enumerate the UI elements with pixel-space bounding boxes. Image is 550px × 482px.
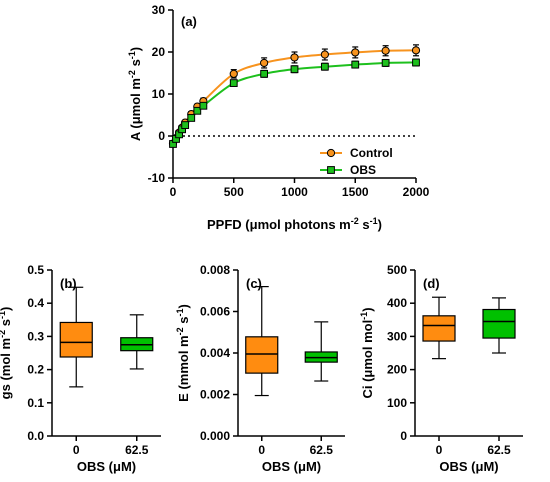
data-point-control <box>381 46 390 55</box>
y-tick-label: 0.006 <box>200 305 230 319</box>
panel-tag: (d) <box>423 276 440 291</box>
y-tick-label: 100 <box>387 396 407 410</box>
legend-a: Control OBS <box>320 146 393 177</box>
y-tick-label: 0.2 <box>27 363 44 377</box>
x-axis-title: OBS (μM) <box>439 459 498 474</box>
box-control <box>422 296 456 360</box>
y-tick-label: 0.3 <box>27 329 44 343</box>
x-tick-label: 0 <box>73 443 80 457</box>
x-axis-title: OBS (μM) <box>77 459 136 474</box>
data-point-obs <box>412 58 420 67</box>
y-axis-title: E (mmol m-2​ s-1​) <box>175 304 191 402</box>
box-obs <box>304 321 338 382</box>
box-body <box>482 308 516 339</box>
data-point-obs <box>193 106 202 115</box>
data-point-obs <box>351 60 360 69</box>
data-point-control <box>351 48 360 57</box>
y-tick-label: 0.008 <box>200 263 230 277</box>
panel-d: 0 100 200 300 400 500 0 62.5 (d) OBS (μM) Ci (μmol… <box>359 263 523 474</box>
y-tick-label: 0 <box>400 429 407 443</box>
box-control <box>245 286 279 397</box>
data-point-control <box>290 53 299 62</box>
y-tick-label-a: 30 <box>152 3 166 17</box>
x-axis-title: OBS (μM) <box>262 459 321 474</box>
fit-line-obs <box>172 61 417 145</box>
data-point-obs <box>199 101 208 110</box>
data-point-obs <box>181 121 190 129</box>
y-tick-label: 0.5 <box>27 263 44 277</box>
y-tick-label-a: 10 <box>152 87 166 101</box>
panel-c: 0.000 0.002 0.004 0.006 0.008 0 62.5 (c) OBS (μM… <box>175 263 345 474</box>
x-axis-title-a: PPFD (μmol photons m-2​ s-1​) <box>207 216 382 232</box>
x-tick-label-a: 1500 <box>342 185 369 199</box>
x-tick-label: 0 <box>436 443 443 457</box>
y-axis-title: Ci (μmol mol-1​) <box>359 307 375 398</box>
panel-tag-a: (a) <box>181 14 197 29</box>
y-tick-label: 0.000 <box>200 429 230 443</box>
series-obs <box>169 58 420 148</box>
data-point-obs <box>260 69 269 78</box>
x-tick-label-a: 1000 <box>281 185 308 199</box>
data-point-control <box>229 69 238 78</box>
y-tick-label: 200 <box>387 363 407 377</box>
fit-line-control <box>172 49 417 145</box>
box-control <box>59 286 93 388</box>
x-tick-label: 62.5 <box>310 443 334 457</box>
y-tick-label: 0.1 <box>27 396 44 410</box>
x-tick-label-a: 500 <box>224 185 244 199</box>
panel-tag: (b) <box>60 276 77 291</box>
box-body <box>422 315 456 342</box>
y-tick-label: 0.4 <box>27 296 44 310</box>
data-point-obs <box>229 79 238 87</box>
panel-a: -10 0 10 20 30 0 500 1000 1500 2000 (a) PPFD (μmol … <box>127 3 430 232</box>
x-tick-label: 0 <box>258 443 265 457</box>
x-tick-label: 62.5 <box>125 443 149 457</box>
data-point-obs <box>381 59 390 67</box>
y-axis-title-a: A (μmol m-2​ s-1​) <box>127 47 143 141</box>
box-obs <box>482 297 516 354</box>
legend-label-obs: OBS <box>350 163 376 177</box>
legend-marker-control <box>326 148 336 158</box>
box-body <box>245 336 279 374</box>
y-tick-label: 0.004 <box>200 346 230 360</box>
y-tick-label-a: 0 <box>158 129 165 143</box>
data-point-control <box>320 50 329 59</box>
x-tick-label-a: 0 <box>170 185 177 199</box>
y-axis-title: gs (mol m-2​ s-1​) <box>0 307 13 400</box>
legend-marker-obs <box>327 166 335 174</box>
y-tick-label: 300 <box>387 329 407 343</box>
x-tick-label: 62.5 <box>487 443 511 457</box>
data-point-obs <box>187 114 196 122</box>
panel-b: 0.0 0.1 0.2 0.3 0.4 0.5 0 62.5 (b) OBS (μM) gs (mo… <box>0 263 161 474</box>
data-point-obs <box>320 62 329 71</box>
y-tick-label: 0.0 <box>27 429 44 443</box>
panel-tag: (c) <box>246 276 262 291</box>
box-obs <box>120 314 154 370</box>
y-tick-label-a: 20 <box>152 45 166 59</box>
legend-label-control: Control <box>350 146 393 160</box>
y-tick-label: 400 <box>387 296 407 310</box>
data-point-control <box>411 46 421 55</box>
y-tick-label-a: -10 <box>148 171 166 185</box>
data-point-control <box>260 58 269 68</box>
y-tick-label: 0.002 <box>200 388 230 402</box>
box-body <box>59 321 93 358</box>
y-tick-label: 500 <box>387 263 407 277</box>
data-point-obs <box>290 65 299 74</box>
x-tick-label-a: 2000 <box>403 185 430 199</box>
